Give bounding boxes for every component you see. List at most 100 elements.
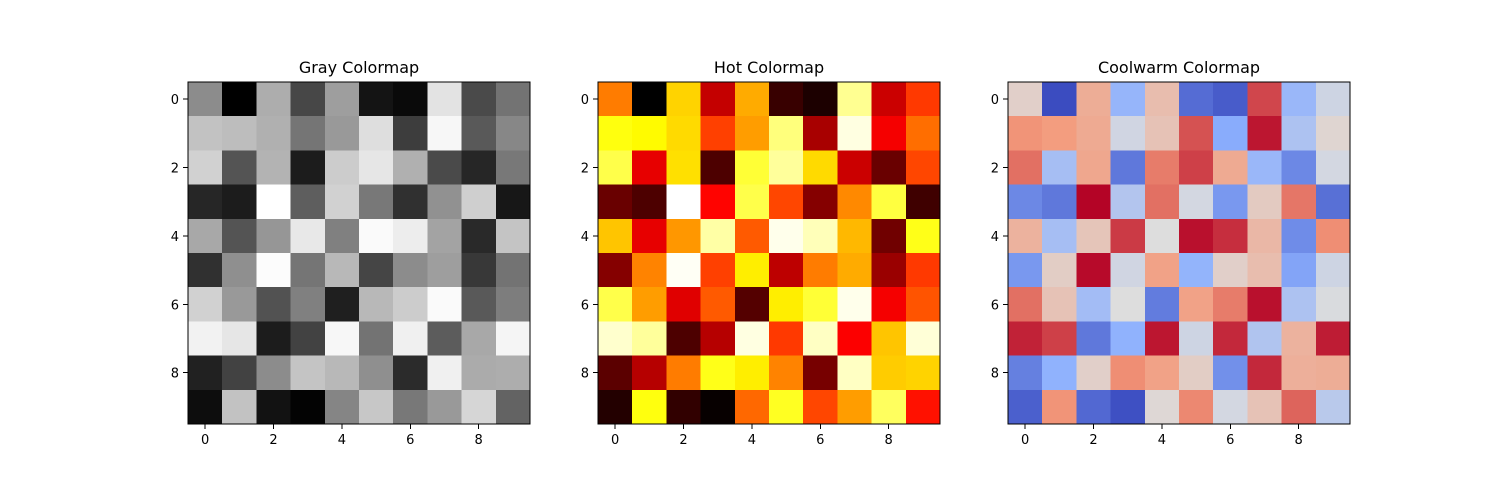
heatmap-cell: [1042, 355, 1077, 391]
heatmap-cell: [769, 287, 804, 322]
heatmap-cell: [324, 321, 360, 356]
heatmap-cell: [222, 218, 257, 254]
panel-title: Coolwarm Colormap: [1098, 58, 1260, 77]
x-tick-label: 8: [1295, 433, 1303, 448]
y-tick-label: 6: [171, 298, 179, 313]
heatmap-cell: [1008, 150, 1043, 185]
heatmap-cell: [290, 287, 326, 322]
heatmap-cell: [495, 355, 531, 391]
heatmap-cell: [734, 82, 770, 117]
heatmap-cell: [598, 150, 633, 185]
heatmap-cell: [1144, 150, 1180, 185]
heatmap-cell: [666, 116, 701, 151]
y-tick-label: 2: [171, 162, 179, 177]
heatmap-cell: [905, 253, 941, 288]
heatmap-cell: [598, 389, 633, 425]
heatmap-cell: [803, 184, 838, 220]
heatmap-cell: [427, 82, 462, 117]
heatmap-cell: [1281, 389, 1317, 425]
heatmap-cell: [359, 253, 394, 288]
heatmap-cell: [1008, 218, 1043, 254]
x-tick-label: 2: [269, 433, 277, 448]
heatmap-cell: [495, 218, 531, 254]
heatmap-cell: [700, 116, 736, 151]
heatmap-cells: [188, 82, 531, 425]
heatmap-cell: [1281, 321, 1317, 356]
heatmap-cell: [1110, 184, 1146, 220]
heatmap-cell: [324, 116, 360, 151]
heatmap-cell: [1042, 82, 1077, 117]
heatmap-cell: [905, 355, 941, 391]
heatmap-cell: [666, 389, 701, 425]
heatmap-cell: [324, 82, 360, 117]
x-tick-label: 6: [816, 433, 824, 448]
heatmap-cell: [461, 218, 497, 254]
heatmap-cell: [1213, 184, 1248, 220]
heatmap-cell: [700, 355, 736, 391]
x-tick-label: 0: [611, 433, 619, 448]
y-tick-label: 6: [991, 298, 999, 313]
heatmap-cell: [393, 82, 428, 117]
heatmap-cell: [256, 218, 291, 254]
heatmap-cell: [1076, 116, 1111, 151]
heatmap-cell: [734, 150, 770, 185]
heatmap-cell: [1144, 287, 1180, 322]
heatmap-cell: [837, 287, 872, 322]
heatmap-cell: [359, 389, 394, 425]
heatmap-cell: [495, 82, 531, 117]
heatmap-cell: [359, 355, 394, 391]
heatmap-cell: [803, 218, 838, 254]
heatmap-cell: [222, 321, 257, 356]
heatmap-cell: [1110, 82, 1146, 117]
heatmap-cell: [632, 321, 667, 356]
heatmap-cell: [1144, 355, 1180, 391]
heatmap-cell: [1008, 184, 1043, 220]
heatmap-cell: [632, 116, 667, 151]
heatmap-cell: [359, 82, 394, 117]
heatmap-cell: [803, 287, 838, 322]
y-tick-label: 0: [581, 93, 589, 108]
heatmap-cell: [256, 116, 291, 151]
heatmap-cell: [1315, 184, 1351, 220]
heatmap-cell: [427, 218, 462, 254]
y-tick-label: 4: [171, 230, 179, 245]
heatmap-cell: [188, 218, 223, 254]
x-tick-label: 6: [1226, 433, 1234, 448]
heatmap-cell: [256, 287, 291, 322]
heatmap-cell: [769, 218, 804, 254]
heatmap-cell: [803, 355, 838, 391]
heatmap-cell: [837, 116, 872, 151]
heatmap-cell: [666, 253, 701, 288]
heatmap-cell: [461, 150, 497, 185]
heatmap-cell: [598, 321, 633, 356]
heatmap-cell: [359, 116, 394, 151]
heatmap-cell: [393, 116, 428, 151]
heatmap-cell: [324, 253, 360, 288]
heatmap-cell: [666, 184, 701, 220]
heatmap-cell: [803, 321, 838, 356]
heatmap-cell: [837, 321, 872, 356]
heatmap-cell: [700, 321, 736, 356]
heatmap-cell: [222, 287, 257, 322]
heatmap-cell: [905, 218, 941, 254]
heatmap-cell: [393, 218, 428, 254]
heatmap-cell: [1042, 287, 1077, 322]
heatmap-cell: [1281, 287, 1317, 322]
heatmap-cell: [188, 321, 223, 356]
heatmap-cell: [1144, 82, 1180, 117]
heatmap-cell: [769, 82, 804, 117]
heatmap-cell: [1179, 218, 1214, 254]
heatmap-cell: [632, 253, 667, 288]
heatmap-cell: [837, 150, 872, 185]
panel-hot: Hot Colormap 0 2 4 6 8 0 2 4 6 8: [581, 58, 941, 448]
heatmap-cell: [871, 218, 907, 254]
heatmap-cell: [1247, 355, 1282, 391]
x-tick-label: 2: [679, 433, 687, 448]
x-tick-label: 8: [475, 433, 483, 448]
heatmap-cell: [1179, 355, 1214, 391]
heatmap-cell: [905, 389, 941, 425]
axis-ticks: 0 2 4 6 8 0 2 4 6 8: [171, 93, 483, 448]
heatmap-cell: [632, 287, 667, 322]
heatmap-cell: [1247, 150, 1282, 185]
heatmap-cell: [871, 184, 907, 220]
